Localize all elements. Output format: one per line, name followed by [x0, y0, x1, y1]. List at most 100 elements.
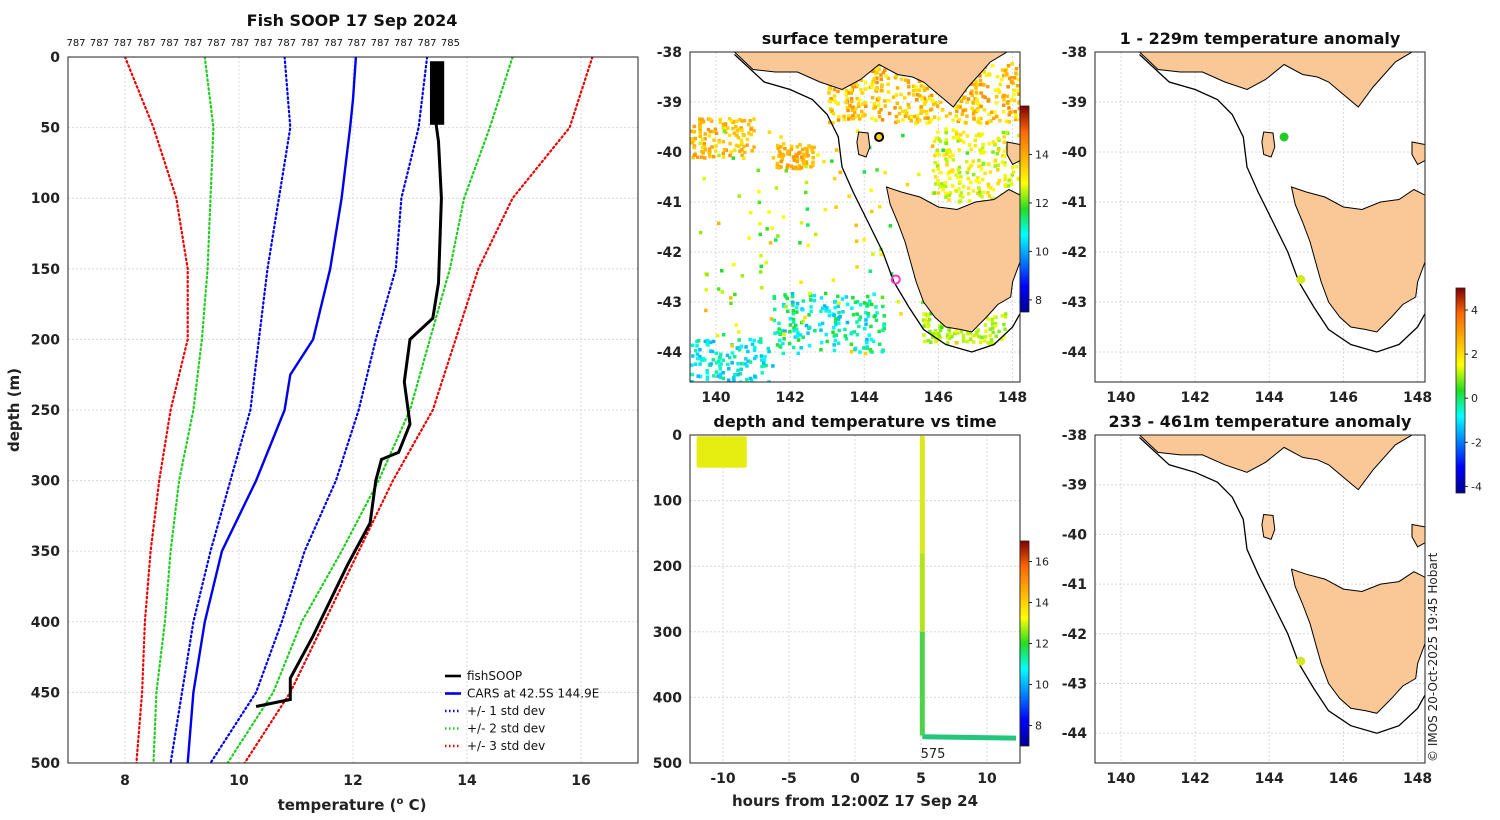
sst-pixel	[873, 105, 877, 109]
sst-pixel	[792, 326, 796, 330]
sst-pixel	[901, 118, 905, 122]
sst-pixel	[941, 184, 946, 188]
sst-pixel	[690, 137, 694, 141]
sst-pixel	[781, 142, 786, 146]
credit-text: © IMOS 20-Oct-2025 19:45 Hobart	[1426, 552, 1440, 762]
sst-pixel	[796, 351, 800, 355]
sst-pixel	[832, 98, 837, 102]
sst-pixel	[808, 325, 812, 330]
sst-pixel	[781, 341, 785, 346]
sst-pixel	[749, 132, 754, 137]
sst-pixel	[959, 329, 964, 334]
sst-pixel	[700, 358, 704, 362]
sst-pixel	[978, 193, 982, 197]
sst-pixel	[1003, 183, 1008, 187]
sst-pixel	[771, 156, 776, 160]
sst-pixel	[879, 108, 883, 112]
sst-pixel	[906, 102, 911, 107]
sst-pixel	[853, 300, 858, 304]
sst-pixel	[807, 344, 812, 348]
sst-pixel	[784, 169, 788, 173]
sst-pixel	[745, 364, 749, 368]
sst-pixel	[1012, 88, 1016, 92]
sst-pixel	[833, 317, 838, 321]
sst-pixel	[794, 323, 798, 328]
sst-pixel	[1003, 173, 1008, 178]
sst-pixel	[775, 165, 779, 169]
sst-pixel	[975, 101, 979, 106]
sst-pixel	[782, 304, 786, 308]
sst-pixel	[739, 141, 744, 145]
sst-land	[690, 52, 1020, 333]
fishsoop-surface-band	[429, 61, 445, 125]
sst-pixel	[834, 205, 838, 209]
profile-xtick-label: 10	[229, 773, 249, 789]
sst-pixel	[792, 320, 796, 324]
sst-pixel	[833, 338, 838, 343]
sst-pixel	[961, 333, 966, 338]
sst-pixel	[850, 108, 855, 112]
sst-pixel	[727, 117, 732, 121]
sst-pixel	[831, 330, 835, 334]
sst-pixel	[875, 76, 879, 80]
sst-pixel	[783, 146, 787, 151]
sst-pixel	[872, 314, 876, 319]
sst-pixel	[695, 352, 700, 357]
sst-pixel	[872, 76, 876, 81]
sst-pixel	[930, 144, 935, 148]
sst-pixel	[744, 345, 748, 349]
sst-pixel	[939, 325, 944, 330]
sst-pixel	[991, 140, 996, 144]
sst-pixel	[734, 143, 739, 148]
anomaly2-frame	[1094, 434, 1426, 764]
map-ytick-label: -38	[657, 45, 682, 61]
sst-pixel	[690, 372, 695, 377]
sst-pixel	[957, 170, 962, 175]
sst-pixel	[714, 361, 719, 365]
sst-pixel	[931, 332, 935, 336]
sst-pixel	[906, 80, 911, 85]
sst-pixel	[993, 110, 997, 114]
sst-pixel	[702, 176, 706, 181]
sst-pixel	[807, 291, 812, 296]
sst-pixel	[934, 136, 939, 140]
sst-pixel	[819, 348, 823, 352]
sst-pixel	[937, 324, 942, 329]
sst-pixel	[809, 298, 813, 302]
sst-pixel	[959, 97, 964, 102]
colorbar-tick-label: 16	[1035, 556, 1049, 569]
sst-pixel	[728, 141, 732, 146]
sst-pixel	[742, 118, 747, 123]
sst-pixel	[929, 311, 933, 316]
sst-pixel	[1013, 115, 1018, 120]
sst-pixel	[746, 349, 750, 354]
sst-pixel	[955, 109, 959, 113]
profile-ylabel: depth (m)	[5, 368, 23, 452]
sst-pixel	[825, 306, 829, 310]
sst-pixel	[917, 88, 922, 92]
sst-pixel	[950, 170, 954, 174]
sst-pixel	[944, 157, 948, 161]
sst-pixel	[869, 324, 873, 329]
sst-pixel	[704, 308, 708, 313]
sst-pixel	[988, 327, 993, 331]
sst-pixel	[965, 339, 970, 344]
sst-pixel	[849, 91, 853, 95]
sst-pixel	[970, 89, 974, 93]
sst-pixel	[919, 105, 924, 109]
sst-pixel	[786, 151, 790, 156]
sst-pixel	[970, 106, 974, 111]
sst-pixel	[1001, 154, 1005, 158]
sst-map-body	[690, 52, 1020, 382]
sst-pixel	[786, 309, 790, 313]
sst-pixel	[1004, 130, 1008, 135]
sst-pixel	[951, 135, 956, 140]
sst-pixel	[700, 137, 705, 142]
time-ytick-label: 200	[653, 559, 682, 575]
sst-pixel	[759, 354, 764, 358]
profile-top-label: 787	[300, 38, 319, 49]
sst-pixel	[956, 175, 960, 179]
sst-pixel	[848, 103, 852, 108]
sst-pixel	[916, 113, 920, 118]
